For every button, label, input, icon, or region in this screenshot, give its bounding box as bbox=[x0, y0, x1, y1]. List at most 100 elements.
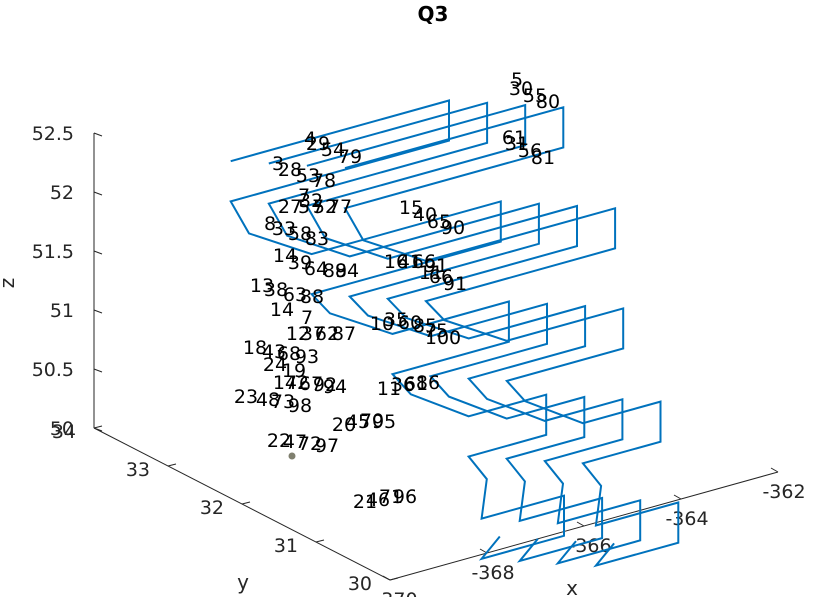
series-line bbox=[343, 105, 680, 568]
point-label: 5 bbox=[298, 196, 310, 218]
y-tick-mark bbox=[389, 577, 399, 581]
x-tick-label: -362 bbox=[762, 481, 805, 503]
point-label: 72 bbox=[298, 433, 322, 455]
point-label: 83 bbox=[305, 228, 329, 250]
x-tick-mark bbox=[770, 467, 779, 473]
point-label: 27 bbox=[278, 196, 302, 218]
x-axis-label: x bbox=[566, 576, 578, 597]
z-tick-mark bbox=[93, 309, 103, 314]
point-label: 86 bbox=[416, 372, 440, 394]
point-label: 48 bbox=[256, 389, 280, 411]
point-label: 12 bbox=[286, 323, 310, 345]
point-label: 11 bbox=[419, 262, 443, 284]
point-label: 93 bbox=[295, 346, 319, 368]
point-label: 7 bbox=[298, 185, 310, 207]
point-label: 77 bbox=[328, 196, 352, 218]
point-label: 42 bbox=[285, 372, 309, 394]
point-label: 15 bbox=[399, 197, 423, 219]
series-line bbox=[305, 103, 642, 566]
y-tick-mark bbox=[93, 425, 103, 429]
point-label: 71 bbox=[379, 486, 403, 508]
point-label: 90 bbox=[441, 217, 465, 239]
point-label: 53 bbox=[296, 165, 320, 187]
y-tick-mark bbox=[241, 501, 251, 505]
point-label: 38 bbox=[264, 279, 288, 301]
x-tick-mark bbox=[673, 494, 682, 500]
point-label: 29 bbox=[306, 133, 330, 155]
point-label: 8 bbox=[264, 213, 276, 235]
point-label: 20 bbox=[332, 414, 356, 436]
y-tick-label: 31 bbox=[274, 535, 298, 557]
point-label: 24 bbox=[263, 354, 287, 376]
point-label: 100 bbox=[425, 327, 461, 349]
point-label: 87 bbox=[332, 323, 356, 345]
point-label: 5 bbox=[511, 69, 523, 91]
point-label: 78 bbox=[312, 170, 336, 192]
point-label: 45 bbox=[346, 411, 370, 433]
point-label: 65 bbox=[427, 211, 451, 233]
point-label: 36 bbox=[391, 374, 415, 396]
x-tick-label: -370 bbox=[374, 589, 417, 597]
point-label: 3 bbox=[272, 153, 284, 175]
point-label: 28 bbox=[278, 159, 302, 181]
z-tick-label: 52 bbox=[50, 182, 74, 204]
point-label: 17 bbox=[273, 372, 297, 394]
point-label: 64 bbox=[304, 258, 328, 280]
point-label: 54 bbox=[321, 139, 345, 161]
point-label: 85 bbox=[413, 315, 437, 337]
point-label: 91 bbox=[443, 273, 467, 295]
series-line bbox=[229, 99, 565, 561]
point-label: 32 bbox=[299, 190, 323, 212]
z-axis-label: z bbox=[0, 278, 19, 289]
point-label: 22 bbox=[267, 430, 291, 452]
point-label: 62 bbox=[315, 323, 339, 345]
point-label: 75 bbox=[424, 320, 448, 342]
point-label: 94 bbox=[323, 376, 347, 398]
z-tick-label: 50 bbox=[50, 418, 74, 440]
point-label: 30 bbox=[509, 78, 533, 100]
point-label: 67 bbox=[299, 373, 323, 395]
point-label: 14 bbox=[273, 245, 297, 267]
y-tick-label: 30 bbox=[348, 573, 372, 595]
point-label: 92 bbox=[313, 374, 337, 396]
z-tick-mark bbox=[93, 427, 103, 432]
point-label: 37 bbox=[301, 323, 325, 345]
axes: -370-368-366-364-36230313233345050.55151… bbox=[32, 123, 806, 597]
point-label: 21 bbox=[353, 491, 377, 513]
point-label: 35 bbox=[384, 309, 408, 331]
point-label: 4 bbox=[304, 128, 316, 150]
point-label: 10 bbox=[370, 313, 394, 335]
y-tick-mark bbox=[315, 539, 325, 543]
point-label: 66 bbox=[429, 266, 453, 288]
point-label: 63 bbox=[283, 284, 307, 306]
point-label: 11 bbox=[377, 378, 401, 400]
y-tick-mark bbox=[167, 463, 177, 467]
y-tick-label: 33 bbox=[126, 459, 150, 481]
point-label: 14 bbox=[270, 299, 294, 321]
point-label: 46 bbox=[366, 489, 390, 511]
point-label: 61 bbox=[404, 373, 428, 395]
point-label: 79 bbox=[338, 146, 362, 168]
z-tick-mark bbox=[93, 191, 103, 196]
point-label: 61 bbox=[502, 127, 526, 149]
x-tick-label: -364 bbox=[665, 508, 708, 530]
z-tick-label: 50.5 bbox=[32, 359, 74, 381]
series-lines bbox=[229, 99, 680, 568]
x-tick-label: -368 bbox=[471, 562, 514, 584]
x-tick-mark bbox=[382, 575, 391, 581]
chart-title: Q3 bbox=[418, 2, 449, 26]
point-label: 7 bbox=[301, 307, 313, 329]
point-label: 66 bbox=[412, 251, 436, 273]
point-label: 43 bbox=[262, 341, 286, 363]
point-label: 52 bbox=[313, 196, 337, 218]
point-label: 97 bbox=[315, 435, 339, 457]
start-marker bbox=[288, 452, 296, 460]
z-tick-mark bbox=[93, 132, 103, 137]
point-label: 47 bbox=[283, 431, 307, 453]
point-label: 55 bbox=[523, 85, 547, 107]
point-label: 7 bbox=[312, 196, 324, 218]
point-label: 81 bbox=[531, 147, 555, 169]
point-label: 33 bbox=[272, 218, 296, 240]
